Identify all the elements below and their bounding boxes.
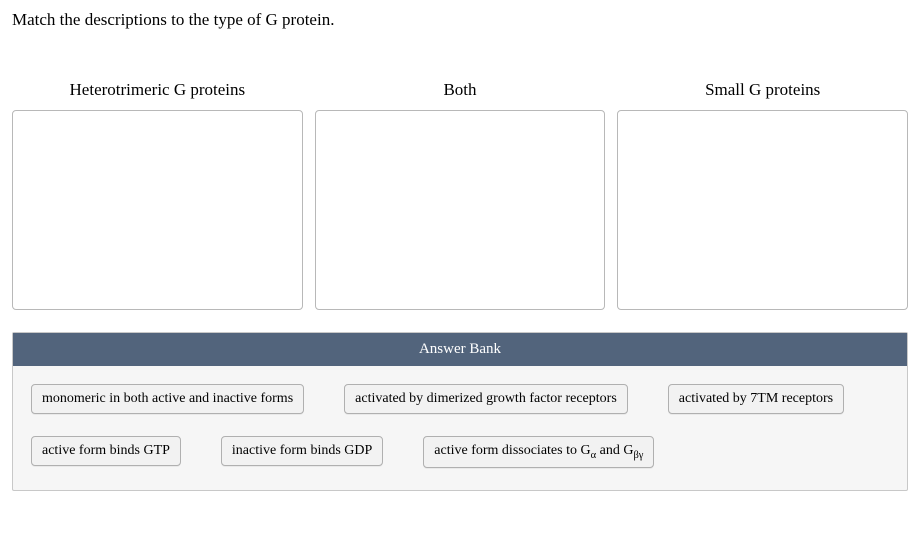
chip-monomeric[interactable]: monomeric in both active and inactive fo… [31,384,304,414]
drop-zone-small[interactable] [617,110,908,310]
drop-zones-container: Heterotrimeric G proteins Both Small G p… [12,80,908,310]
zone-title: Heterotrimeric G proteins [70,80,246,100]
question-prompt: Match the descriptions to the type of G … [12,10,908,30]
answer-bank: Answer Bank monomeric in both active and… [12,332,908,491]
chip-activated-growth-factor[interactable]: activated by dimerized growth factor rec… [344,384,628,414]
chip-text: active form dissociates to G [434,443,590,458]
chip-active-gtp[interactable]: active form binds GTP [31,436,181,466]
answer-bank-row: monomeric in both active and inactive fo… [31,384,889,414]
drop-zone-both[interactable] [315,110,606,310]
zone-column-both: Both [315,80,606,310]
subscript-beta-gamma: βγ [633,450,643,461]
zone-title: Both [443,80,476,100]
chip-text: and G [596,443,633,458]
answer-bank-row: active form binds GTP inactive form bind… [31,436,889,468]
zone-column-heterotrimeric: Heterotrimeric G proteins [12,80,303,310]
answer-bank-header: Answer Bank [13,333,907,366]
zone-title: Small G proteins [705,80,820,100]
chip-dissociates[interactable]: active form dissociates to Gα and Gβγ [423,436,654,468]
zone-column-small: Small G proteins [617,80,908,310]
chip-inactive-gdp[interactable]: inactive form binds GDP [221,436,383,466]
drop-zone-heterotrimeric[interactable] [12,110,303,310]
answer-bank-body: monomeric in both active and inactive fo… [13,366,907,490]
chip-activated-7tm[interactable]: activated by 7TM receptors [668,384,844,414]
